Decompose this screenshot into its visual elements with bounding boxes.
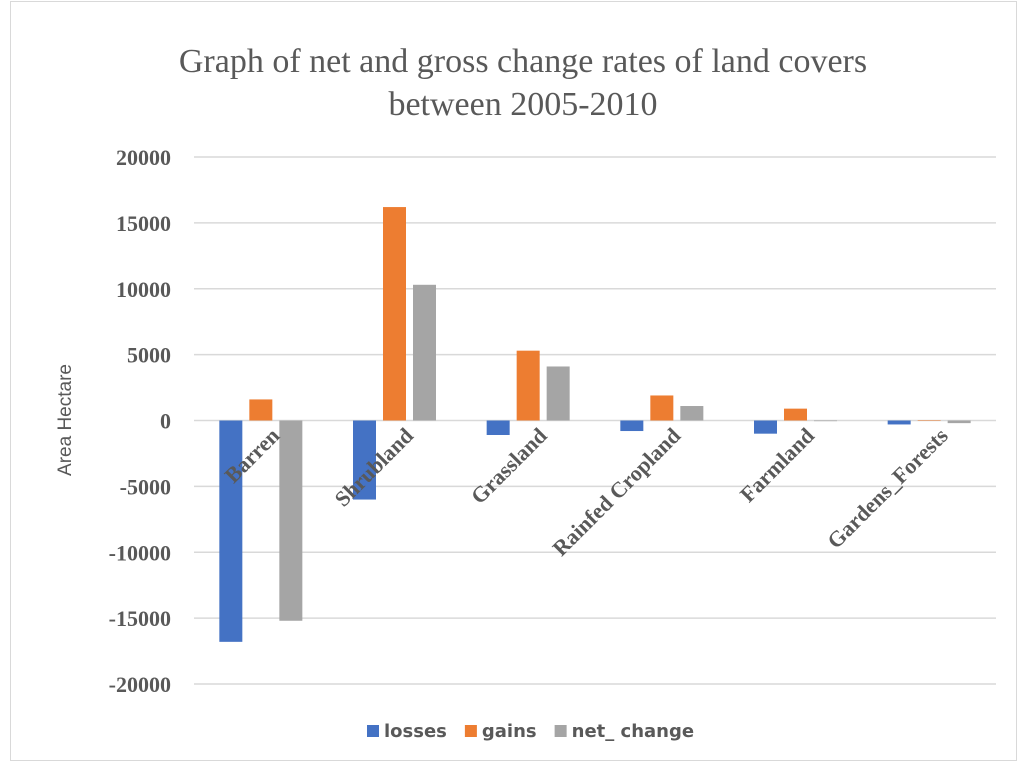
bar-net-change-1 bbox=[413, 284, 436, 421]
chart-area: Graph of net and gross change rates of l… bbox=[10, 1, 1017, 761]
bar-gains-0 bbox=[249, 399, 273, 421]
legend-swatch bbox=[554, 725, 567, 737]
bar-gains-3 bbox=[650, 395, 674, 421]
y-tick-label: -20000 bbox=[109, 672, 171, 697]
bar-losses-5 bbox=[887, 420, 911, 425]
bar-net-change-3 bbox=[680, 406, 704, 421]
chart-title-line-2: between 2005-2010 bbox=[388, 86, 657, 123]
y-tick-label: -15000 bbox=[109, 606, 171, 631]
legend-swatch bbox=[367, 725, 379, 737]
bar-losses-2 bbox=[486, 420, 510, 435]
chart-title-line-1: Graph of net and gross change rates of l… bbox=[179, 43, 867, 80]
legend-label: net_ change bbox=[572, 721, 694, 742]
legend-swatch bbox=[464, 725, 477, 737]
y-tick-label: 15000 bbox=[116, 211, 171, 236]
bar-gains-1 bbox=[383, 207, 406, 421]
legend: losses gains net_ change bbox=[367, 721, 694, 742]
chart-title: Graph of net and gross change rates of l… bbox=[179, 43, 867, 123]
legend-label: losses bbox=[384, 721, 447, 742]
bar-losses-1 bbox=[353, 420, 376, 500]
y-axis-label: Area Hectare bbox=[55, 364, 76, 476]
bar-losses-0 bbox=[219, 420, 243, 642]
y-axis-ticks: 20000 15000 10000 5000 0 -5000 -10000 -15000 -20… bbox=[109, 145, 171, 697]
bar-chart: Graph of net and gross change rates of l… bbox=[55, 43, 996, 742]
bar-net-change-0 bbox=[279, 420, 303, 621]
bar-losses-3 bbox=[620, 420, 644, 432]
legend-label: gains bbox=[482, 721, 537, 742]
bars bbox=[219, 207, 971, 642]
category-label: Rainfed Cropland bbox=[547, 423, 685, 561]
bar-net-change-4 bbox=[814, 420, 837, 422]
bar-gains-2 bbox=[516, 350, 540, 421]
y-tick-label: -10000 bbox=[109, 540, 171, 565]
category-label: Grassland bbox=[466, 423, 552, 509]
y-tick-label: 20000 bbox=[116, 145, 171, 170]
y-tick-label: -5000 bbox=[120, 474, 171, 499]
bar-gains-4 bbox=[784, 408, 807, 421]
y-tick-label: 10000 bbox=[116, 277, 171, 302]
bar-gains-5 bbox=[917, 420, 941, 421]
gridlines bbox=[194, 156, 996, 685]
bar-net-change-2 bbox=[546, 366, 570, 421]
bar-losses-4 bbox=[754, 420, 777, 434]
category-label: Gardens_Forests bbox=[822, 423, 953, 554]
bar-net-change-5 bbox=[947, 420, 971, 424]
category-label: Farmland bbox=[735, 423, 819, 507]
y-tick-label: 0 bbox=[160, 409, 171, 434]
y-tick-label: 5000 bbox=[127, 343, 171, 368]
